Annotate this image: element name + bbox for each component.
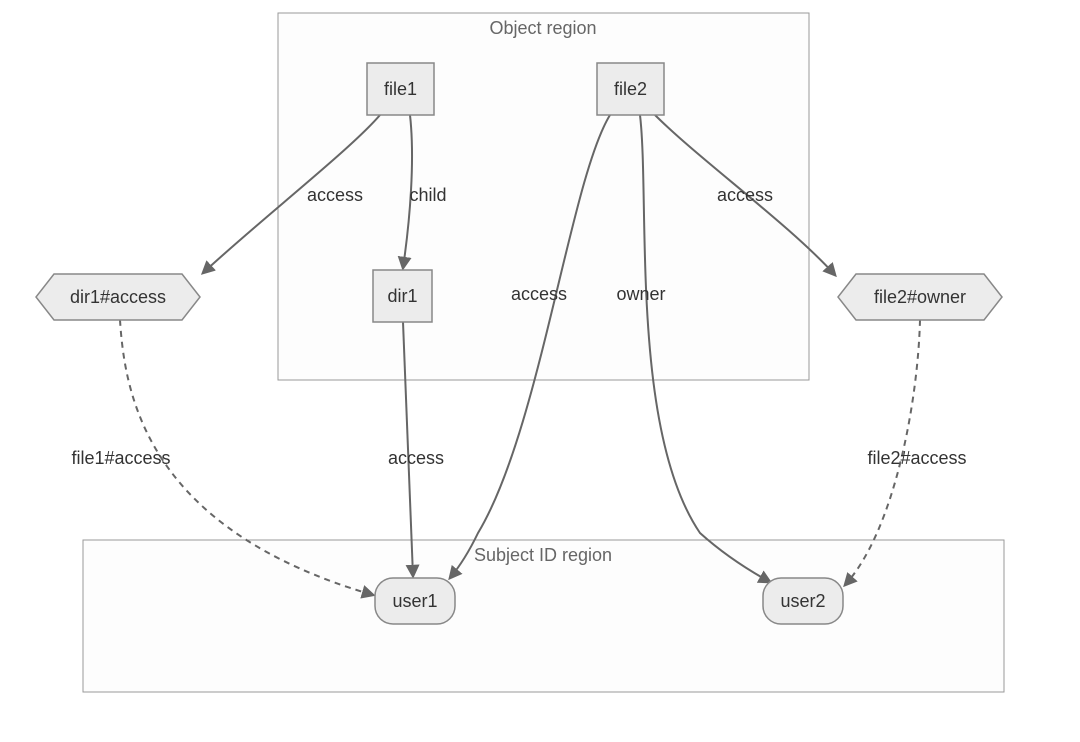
node-label-file2_owner: file2#owner — [874, 287, 966, 307]
edge-label-file2_owner-user2: file2#access — [867, 448, 966, 468]
node-label-file2: file2 — [614, 79, 647, 99]
edge-label-dir1_access-user1: file1#access — [71, 448, 170, 468]
edge-label-file1-dir1: child — [409, 185, 446, 205]
edge-label-file1-dir1_access: access — [307, 185, 363, 205]
edge-label-file2-user2: owner — [616, 284, 665, 304]
edge-label-file2-user1: access — [511, 284, 567, 304]
diagram-canvas: file1 file2 dir1 dir1#access file2#owner user… — [0, 0, 1080, 742]
region-label-object_region: Object region — [489, 18, 596, 38]
edge-label-dir1-user1: access — [388, 448, 444, 468]
node-label-dir1: dir1 — [387, 286, 417, 306]
node-label-file1: file1 — [384, 79, 417, 99]
node-label-dir1_access: dir1#access — [70, 287, 166, 307]
edge-label-file2-file2_owner: access — [717, 185, 773, 205]
region-label-subject_region: Subject ID region — [474, 545, 612, 565]
node-label-user2: user2 — [780, 591, 825, 611]
node-label-user1: user1 — [392, 591, 437, 611]
